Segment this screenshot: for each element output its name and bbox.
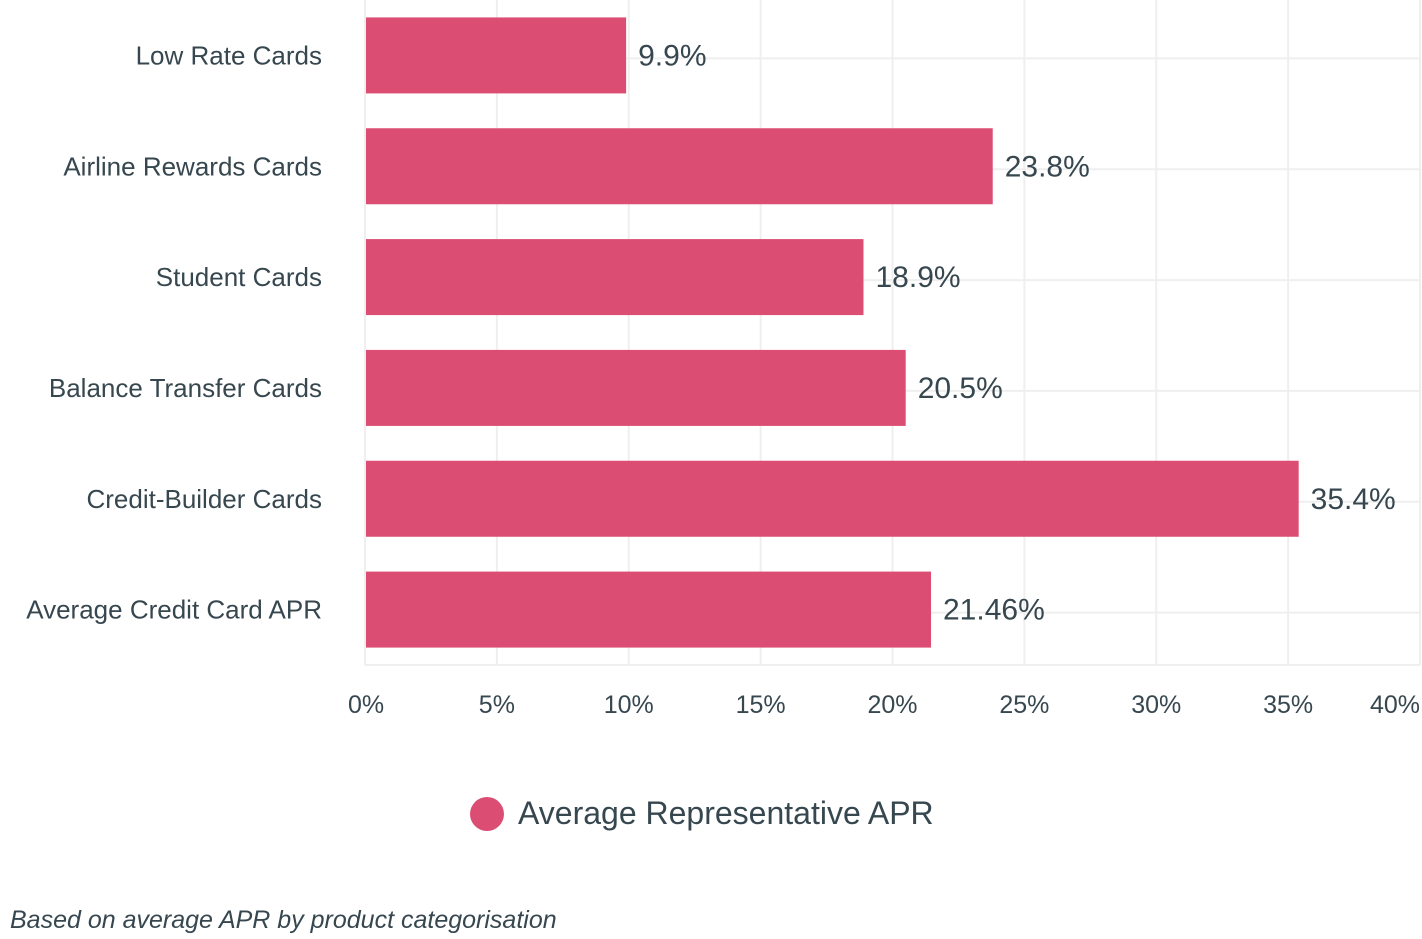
x-tick-label: 30% <box>1131 691 1181 719</box>
bar-chart: 0% 5% 10% 15% 20% 25% 30% 35% 40% Low Rate Cards 9… <box>26 0 1421 719</box>
legend: Average Representative APR <box>470 795 934 832</box>
x-tick-label: 25% <box>999 691 1049 719</box>
legend-label: Average Representative APR <box>518 795 934 831</box>
x-tick-label: 20% <box>867 691 917 719</box>
category-label: Low Rate Cards <box>136 40 322 70</box>
category-label: Credit-Builder Cards <box>86 484 322 514</box>
legend-marker <box>470 796 504 831</box>
bar <box>366 17 627 94</box>
x-tick-label: 0% <box>348 691 384 719</box>
bar <box>366 460 1299 537</box>
category-label: Balance Transfer Cards <box>49 373 322 403</box>
category-label: Airline Rewards Cards <box>63 151 322 181</box>
data-label: 9.9% <box>638 39 706 72</box>
footnote: Based on average APR by product categori… <box>10 906 557 934</box>
x-tick-label: 35% <box>1263 691 1313 719</box>
data-label: 18.9% <box>875 261 960 294</box>
x-tick-label: 40% <box>1370 691 1420 719</box>
data-label: 21.46% <box>943 594 1045 627</box>
data-label: 20.5% <box>918 372 1003 405</box>
x-tick-label: 15% <box>736 691 786 719</box>
bar <box>366 571 932 648</box>
x-tick-label: 10% <box>604 691 654 719</box>
bar <box>366 128 993 205</box>
bar <box>366 239 864 316</box>
category-label: Average Credit Card APR <box>26 595 322 625</box>
bar <box>366 349 906 426</box>
data-label: 23.8% <box>1005 150 1090 183</box>
x-tick-label: 5% <box>479 691 515 719</box>
data-label: 35.4% <box>1311 483 1396 516</box>
category-label: Student Cards <box>156 262 322 292</box>
